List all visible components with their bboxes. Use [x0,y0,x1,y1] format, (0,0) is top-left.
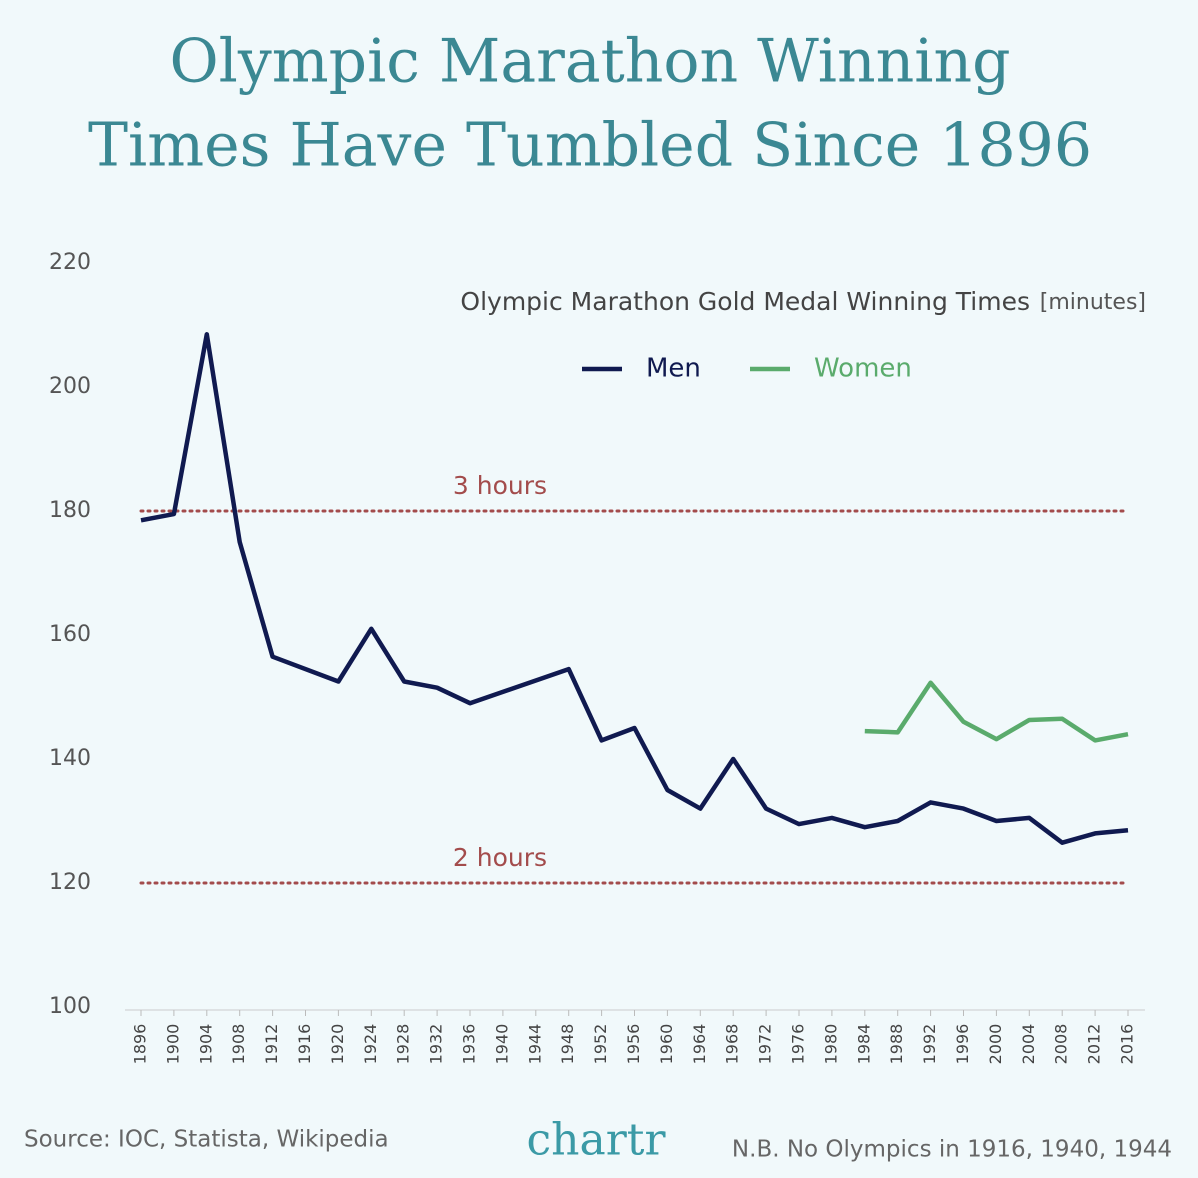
x-tick-label: 1916 [295,1024,314,1065]
y-tick-label: 220 [49,250,91,275]
legend-label: Women [814,354,912,384]
x-tick-label: 1980 [821,1024,840,1065]
x-tick-label: 1912 [262,1024,281,1065]
y-tick-label: 100 [49,994,91,1019]
legend-unit: [minutes] [1040,290,1146,315]
y-tick-label: 180 [49,498,91,523]
x-tick-label: 1972 [756,1024,775,1065]
x-tick-label: 1952 [591,1024,610,1065]
x-tick-label: 2000 [986,1024,1005,1065]
reference-label: 3 hours [453,471,547,500]
x-tick-label: 1928 [394,1024,413,1065]
x-tick-label: 2004 [1019,1024,1038,1065]
x-tick-label: 1976 [789,1024,808,1065]
legend-label: Men [646,354,701,384]
series-line [864,680,1129,743]
x-tick-label: 2012 [1085,1024,1104,1065]
x-tick-label: 1900 [163,1024,182,1065]
reference-label: 2 hours [453,843,547,872]
chart-title: Olympic Marathon Winning [169,27,1010,97]
x-tick-label: 1932 [427,1024,446,1065]
y-tick-label: 160 [49,622,91,647]
x-tick-label: 1960 [657,1024,676,1065]
x-tick-label: 1936 [460,1024,479,1065]
legend-title: Olympic Marathon Gold Medal Winning Time… [460,287,1030,316]
series-line [140,332,1129,845]
source: Source: IOC, Statista, Wikipedia [24,1127,389,1153]
y-tick-label: 200 [49,374,91,399]
x-tick-label: 1996 [953,1024,972,1065]
x-tick-label: 1956 [624,1024,643,1065]
x-tick-label: 1908 [229,1024,248,1065]
x-tick-label: 2016 [1118,1024,1137,1065]
x-tick-label: 1904 [196,1024,215,1065]
brand: chartr [527,1115,667,1166]
note: N.B. No Olympics in 1916, 1940, 1944 [732,1137,1172,1163]
x-tick-label: 2008 [1052,1024,1071,1065]
x-tick-label: 1968 [723,1024,742,1065]
x-tick-label: 1964 [690,1024,709,1065]
x-tick-label: 1988 [887,1024,906,1065]
y-tick-label: 120 [49,870,91,895]
x-tick-label: 1984 [854,1024,873,1065]
x-tick-label: 1992 [920,1024,939,1065]
x-tick-label: 1940 [492,1024,511,1065]
x-tick-label: 1944 [525,1024,544,1065]
x-tick-label: 1896 [131,1024,150,1065]
x-tick-label: 1924 [361,1024,380,1065]
y-tick-label: 140 [49,746,91,771]
chart-title: Times Have Tumbled Since 1896 [88,111,1092,181]
x-tick-label: 1948 [558,1024,577,1065]
x-tick-label: 1920 [328,1024,347,1065]
